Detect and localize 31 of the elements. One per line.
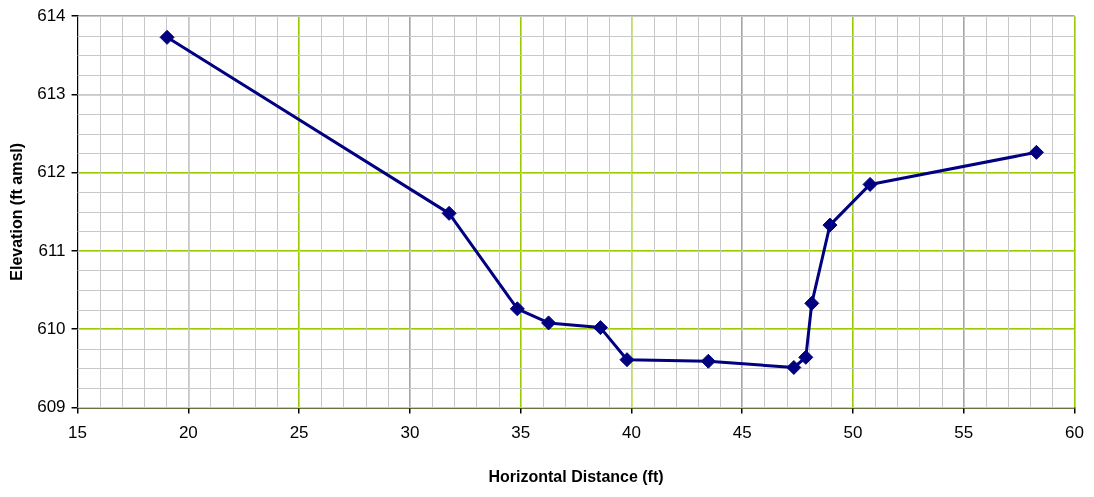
point: [798, 349, 814, 365]
x-axis-title: Horizontal Distance (ft): [488, 467, 664, 485]
point: [700, 353, 716, 369]
y-axis-title: Elevation (ft amsl): [8, 142, 26, 281]
x-tick-label: 20: [178, 423, 198, 443]
point: [822, 217, 838, 233]
x-tick-label: 45: [732, 423, 752, 443]
y-tick-label: 610: [37, 318, 66, 338]
x-tick-label: 40: [621, 423, 641, 443]
y-tick-label: 612: [37, 162, 66, 182]
x-tick-label: 15: [68, 423, 88, 443]
y-tick-label: 611: [38, 240, 66, 260]
x-tick-label: 30: [400, 423, 420, 443]
y-tick-label: 613: [37, 84, 66, 104]
point: [786, 360, 802, 375]
point: [619, 352, 635, 368]
x-tick-label: 50: [843, 423, 863, 443]
point: [592, 320, 608, 336]
point: [441, 205, 457, 221]
point: [862, 176, 878, 192]
y-tick-label: 609: [37, 397, 66, 417]
point: [804, 295, 820, 311]
point: [1028, 144, 1044, 160]
x-tick-label: 55: [954, 423, 974, 443]
y-tick-label: 614: [37, 5, 66, 25]
x-tick-label: 25: [289, 423, 309, 443]
point: [159, 29, 175, 45]
point: [541, 315, 557, 331]
point: [509, 301, 525, 317]
x-tick-label: 35: [511, 423, 531, 443]
x-tick-label: 60: [1065, 423, 1085, 443]
